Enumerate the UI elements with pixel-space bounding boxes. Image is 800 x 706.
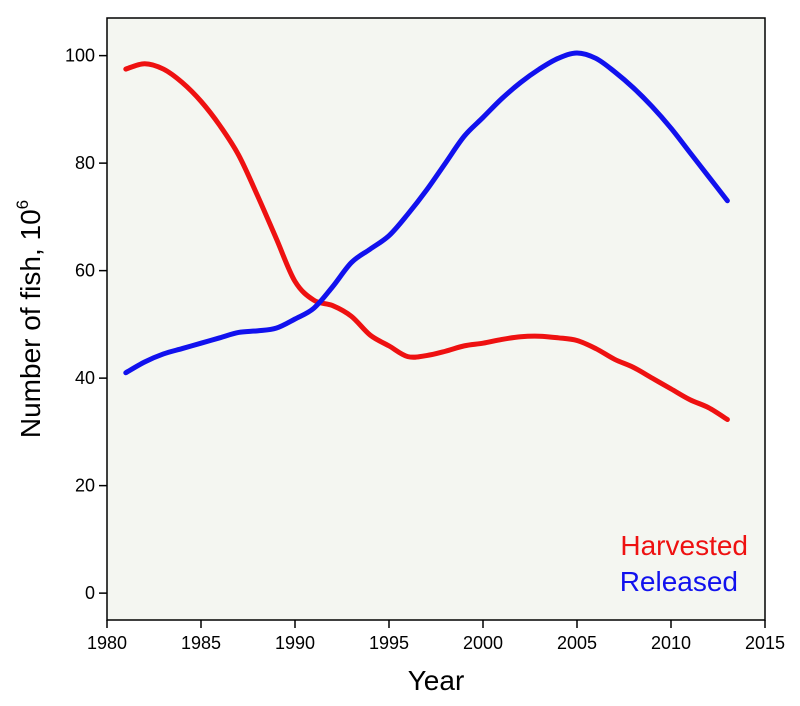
y-axis-title: Number of fish, 106	[13, 200, 46, 438]
y-axis-ticks: 0 20 40 60 80 100	[65, 46, 107, 603]
x-tick-label: 1990	[275, 633, 315, 653]
y-tick-label: 60	[75, 261, 95, 281]
plot-frame	[106, 17, 766, 621]
y-tick-label: 0	[85, 583, 95, 603]
y-tick-label: 80	[75, 153, 95, 173]
y-axis-title-superscript: 6	[13, 200, 32, 209]
series-line-released	[123, 50, 730, 376]
legend-released: Released	[620, 566, 738, 597]
x-tick-label: 2000	[463, 633, 503, 653]
x-tick-label: 1985	[181, 633, 221, 653]
y-tick-label: 100	[65, 46, 95, 66]
series-line-harvested	[123, 61, 730, 423]
y-axis-title-main: Number of fish, 10	[15, 209, 46, 438]
y-tick-label: 20	[75, 476, 95, 496]
x-tick-label: 2015	[745, 633, 785, 653]
x-axis-title: Year	[408, 665, 465, 696]
y-tick-label: 40	[75, 368, 95, 388]
x-tick-label: 2010	[651, 633, 691, 653]
x-axis-ticks: 1980 1985 1990 1995 2000 2005 2010 2015	[87, 620, 785, 653]
x-tick-label: 1995	[369, 633, 409, 653]
x-tick-label: 1980	[87, 633, 127, 653]
series-lines	[123, 50, 730, 423]
x-tick-label: 2005	[557, 633, 597, 653]
legend-harvested: Harvested	[620, 530, 748, 561]
